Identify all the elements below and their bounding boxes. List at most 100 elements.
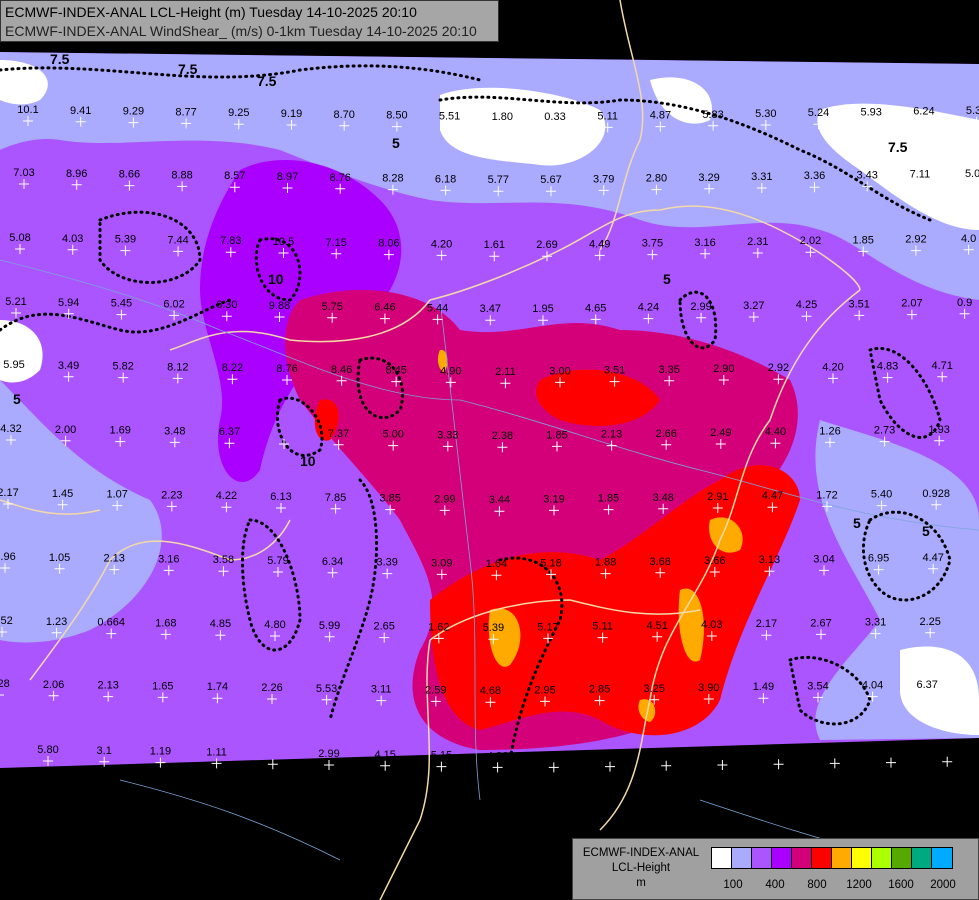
grid-point-marker [436,250,447,261]
lcl-height-region [0,52,979,300]
contour-line [98,210,202,284]
wind-shear-value: 2.00 [55,424,76,436]
legend-swatch [892,848,912,868]
title-lcl-height: ECMWF-INDEX-ANAL LCL-Height (m) Tuesday … [5,4,417,20]
wind-shear-point: 8.70 [333,109,355,131]
wind-shear-value: 3.35 [658,364,679,376]
wind-shear-value: 5.99 [319,620,340,632]
wind-shear-value: 4.03 [701,619,722,631]
grid-point-marker [321,694,332,705]
wind-shear-point: 3.27 [743,300,765,322]
wind-shear-point: 5.80 [37,744,59,766]
wind-shear-value: 1.23 [46,616,67,628]
contour-label: 7.5 [50,51,70,67]
country-borders [0,0,861,900]
grid-point-marker [430,696,441,707]
river-line [439,299,481,801]
legend-unit: m [636,877,646,889]
contour-line [356,356,405,420]
contour-line [0,298,232,334]
wind-shear-value: 5.95 [3,359,24,371]
wind-shear-point: 4.68 [480,685,501,708]
wind-shear-value: 4.51 [646,620,667,632]
grid-point-marker [500,378,511,389]
grid-point-marker [555,377,565,388]
wind-shear-point: 2.17 [0,487,19,509]
wind-shear-point: 3.51 [604,365,625,387]
wind-shear-value: 4.03 [62,233,83,245]
legend-swatch [872,848,892,868]
wind-shear-value: 1.19 [150,746,171,758]
wind-shear-point: 1.69 [109,425,131,447]
legend-swatch [832,848,852,868]
wind-shear-point: 5.0 [965,168,979,190]
grid-point-marker [828,373,838,384]
grid-point-marker [118,372,129,383]
grid-point-marker [444,122,455,133]
wind-shear-value: 4.0 [961,233,976,245]
wind-shear-point: 5.44 [427,302,448,325]
grid-point-marker [63,308,74,319]
grid-point-marker [910,245,921,256]
grid-point-marker [801,311,812,322]
wind-shear-point: 8.76 [276,363,298,385]
wind-shear-point: 6.37 [219,426,240,449]
wind-shear-value: 3.90 [698,682,719,694]
border-line [0,499,101,515]
wind-shear-value: 4.20 [431,238,452,250]
grid-point-marker [876,500,887,511]
wind-shear-value: 2.49 [710,427,731,439]
wind-shear-point: 5.08 [9,232,31,254]
wind-shear-value: 8.76 [329,172,350,184]
grid-point-marker [712,503,723,513]
wind-shear-point: 2.95 [534,684,556,707]
legend-swatch [812,848,832,868]
wind-shear-point: 2.99 [434,493,456,516]
grid-point-marker [211,758,222,769]
wind-shear-value: 1.85 [598,493,619,505]
grid-point-marker [963,244,974,255]
grid-point-marker [177,181,188,192]
wind-shear-point: 1.74 [207,681,228,704]
grid-point-marker [752,248,763,258]
grid-point-marker [870,628,881,639]
wind-shear-point: 1.62 [428,621,450,644]
legend-swatch [712,848,732,868]
grid-point-marker [388,440,399,451]
wind-shear-value: 4.87 [650,110,671,122]
contour-line [788,655,872,726]
grid-point-marker [959,308,970,319]
wind-shear-value: 3.00 [549,365,570,377]
grid-point-marker [594,250,605,261]
wind-shear-value: 5.44 [427,302,448,314]
wind-shear-value: 7.03 [13,167,34,179]
wind-shear-point: 8.66 [119,169,140,191]
map-title: ECMWF-INDEX-ANAL LCL-Height (m) Tuesday … [0,0,499,42]
wind-shear-point: 8.45 [385,365,407,387]
grid-point-marker [598,185,609,196]
wind-shear-value: 1.68 [155,617,176,629]
grid-point-marker [706,631,717,641]
wind-shear-point: 6.30 [216,299,238,322]
grid-point-marker [6,435,16,445]
wind-shear-value: 3.36 [804,170,825,182]
wind-shear-point: 8.88 [171,169,193,192]
grid-point-marker [379,632,390,643]
wind-shear-point: 9.88 [269,300,290,322]
wind-shear-value: 8.06 [378,238,399,250]
wind-shear-point: 10.5 [273,236,294,258]
contour-label: 10 [268,271,284,287]
grid-point-marker [709,567,720,577]
wind-shear-point: 4.40 [765,426,786,449]
grid-point-marker [181,118,192,129]
wind-shear-point: 6.46 [374,302,396,324]
wind-shear-value: 2.52 [0,615,13,627]
grid-point-marker [169,437,180,448]
grid-point-marker [770,438,781,449]
grid-point-marker [330,503,341,514]
wind-shear-value: 4.71 [931,360,952,372]
wind-shear-value: 5.67 [540,174,561,186]
wind-shear-point: 2.92 [905,234,927,256]
wind-shear-value: 4.83 [877,361,898,373]
grid-point-marker [647,249,658,260]
